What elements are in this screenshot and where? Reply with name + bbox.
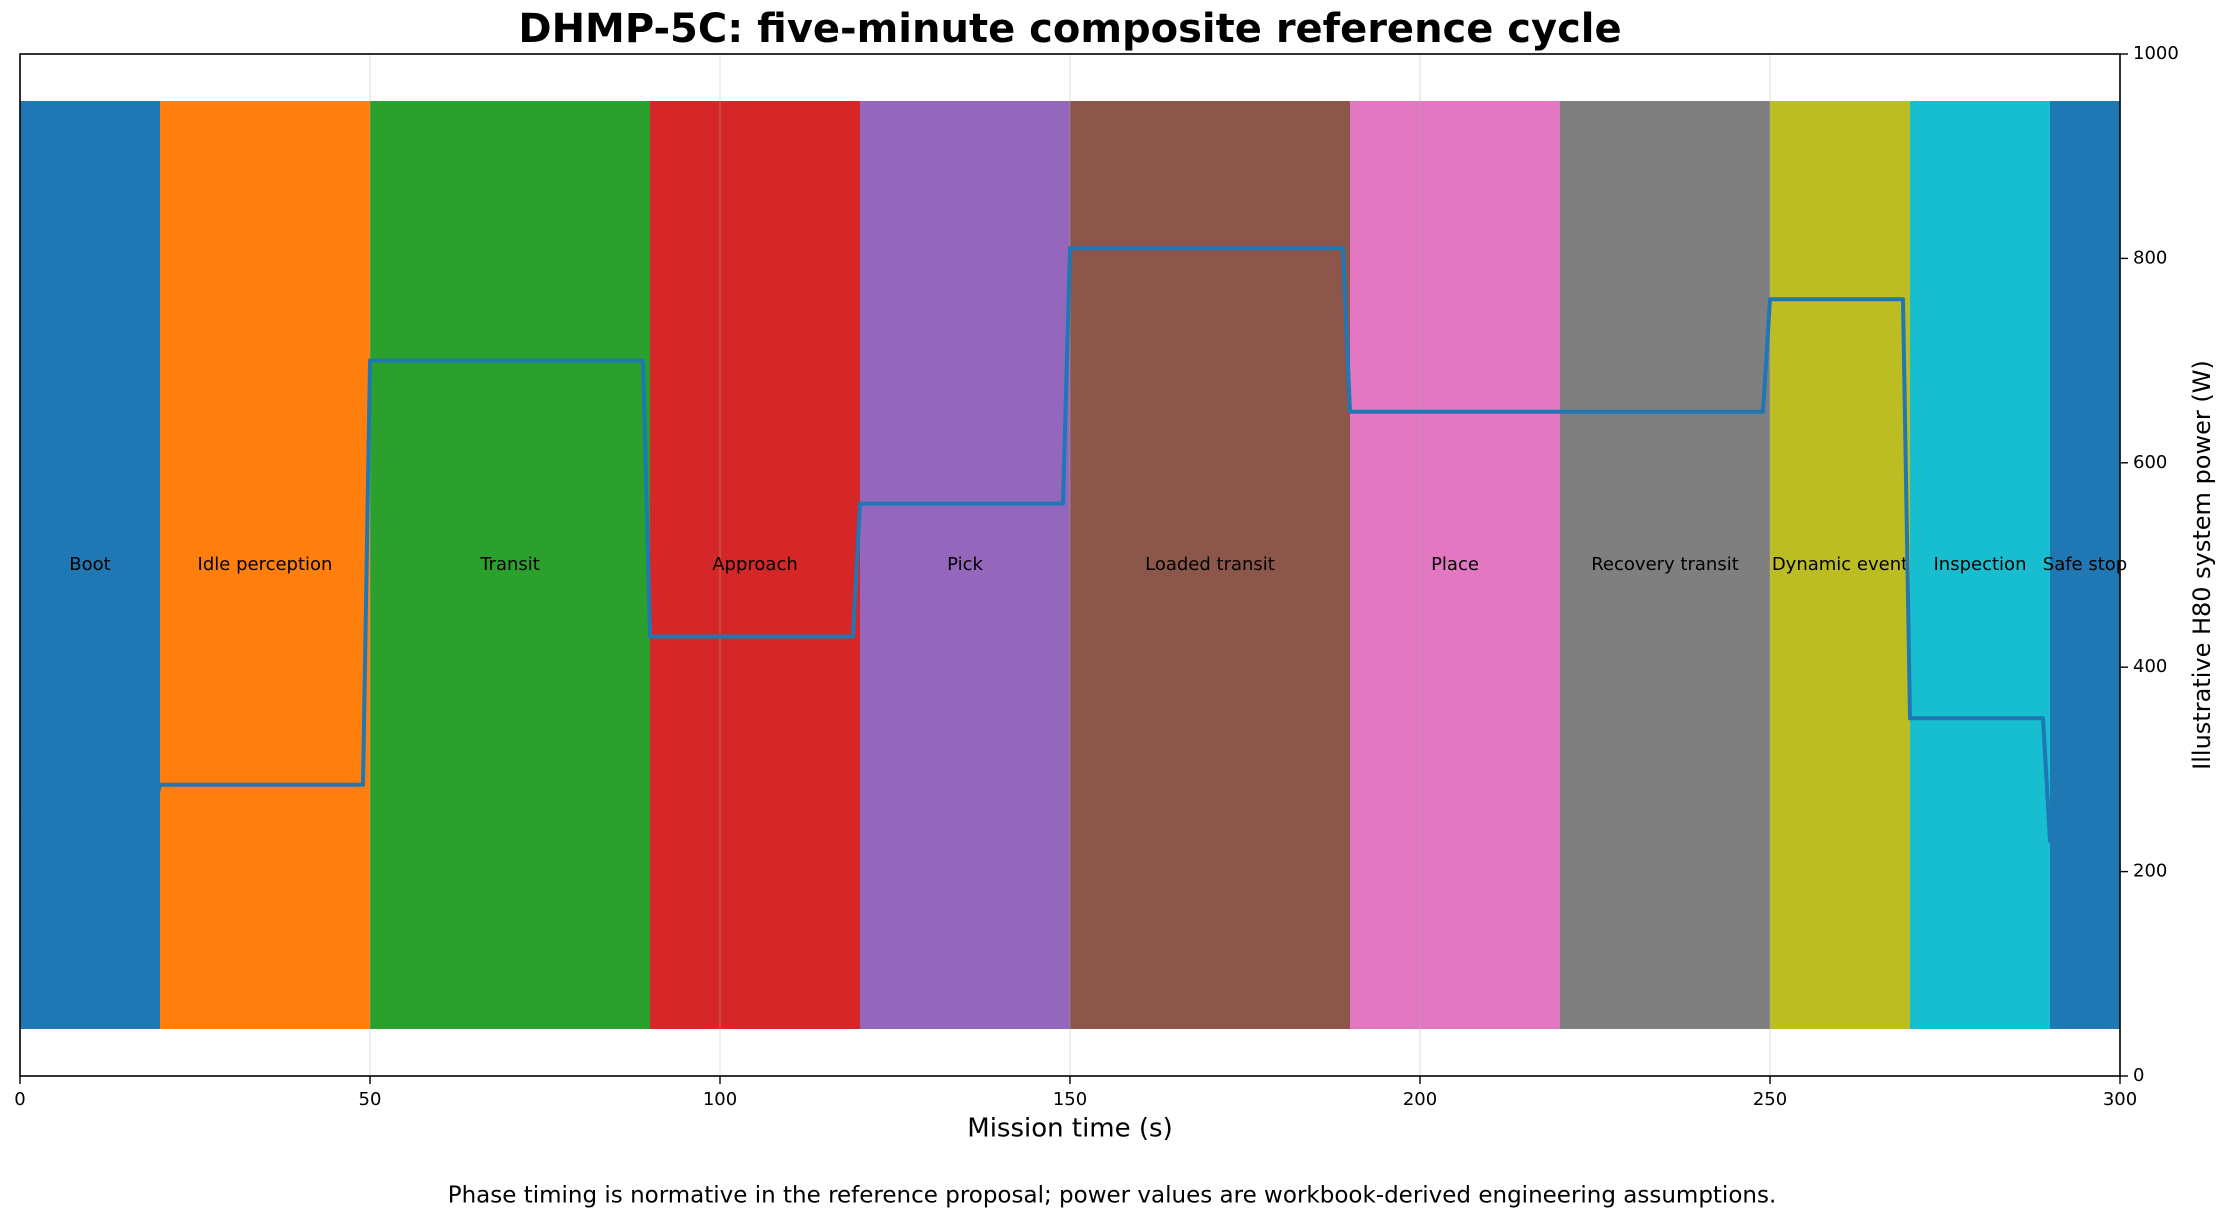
y2-tick-label: 800 — [2133, 247, 2167, 268]
phase-band — [160, 101, 370, 1029]
power-line — [20, 246, 2120, 843]
phase-band — [1770, 101, 1910, 1029]
phase-label: Safe stop — [2043, 554, 2127, 575]
phase-band — [1560, 101, 1770, 1029]
phase-label: Loaded transit — [1145, 554, 1275, 575]
y2-axis-label: Illustrative H80 system power (W) — [2188, 360, 2216, 770]
x-tick-label: 250 — [1753, 1089, 1787, 1110]
y2-tick-label: 1000 — [2133, 43, 2179, 64]
phase-band — [1350, 101, 1560, 1029]
x-tick-label: 300 — [2103, 1089, 2137, 1110]
y2-tick-label: 600 — [2133, 452, 2167, 473]
phase-band — [860, 101, 1070, 1029]
phase-label: Inspection — [1934, 554, 2027, 575]
phase-label: Place — [1431, 554, 1479, 575]
x-tick-label: 0 — [14, 1089, 25, 1110]
y2-tick-label: 200 — [2133, 861, 2167, 882]
phase-band — [1070, 101, 1350, 1029]
chart-title: DHMP-5C: five-minute composite reference… — [518, 6, 1621, 52]
x-tick-label: 200 — [1403, 1089, 1437, 1110]
phase-band — [2050, 101, 2120, 1029]
x-tick-label: 100 — [703, 1089, 737, 1110]
phase-label: Recovery transit — [1591, 554, 1739, 575]
phase-label: Pick — [947, 554, 983, 575]
phase-band — [20, 101, 160, 1029]
phase-band — [1910, 101, 2050, 1029]
phase-label: Boot — [69, 554, 110, 575]
x-tick-label: 50 — [359, 1089, 382, 1110]
caption: Phase timing is normative in the referen… — [448, 1183, 1777, 1209]
y2-tick-label: 400 — [2133, 656, 2167, 677]
x-axis-label: Mission time (s) — [967, 1114, 1172, 1144]
phase-label: Approach — [712, 554, 798, 575]
x-tick-label: 150 — [1053, 1089, 1087, 1110]
phase-band — [370, 101, 650, 1029]
phase-band — [650, 101, 860, 1029]
phase-label: Dynamic event — [1772, 554, 1908, 575]
phase-label: Idle perception — [198, 554, 333, 575]
y2-tick-label: 0 — [2133, 1065, 2144, 1086]
phase-label: Transit — [479, 554, 540, 575]
